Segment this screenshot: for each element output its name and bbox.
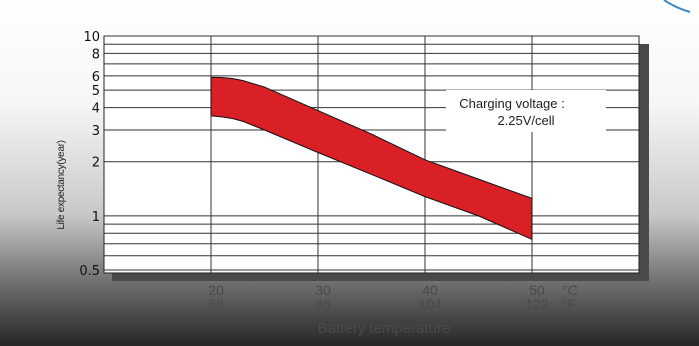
x-tick-label-f: 68 — [208, 296, 224, 312]
y-tick-label: 0.5 — [79, 264, 100, 279]
annotation: Charging voltage : 2.25V/cell — [446, 90, 606, 132]
x-tick-label-c: 40 — [422, 282, 438, 298]
x-tick-label-c: 30 — [315, 282, 331, 298]
y-tick-label: 6 — [92, 70, 100, 85]
y-tick-label: 10 — [83, 30, 100, 45]
y-tick-label: 8 — [92, 47, 100, 62]
x-unit-celsius: °C — [562, 282, 578, 298]
y-tick-label: 1 — [92, 210, 100, 225]
x-unit-fahrenheit: °F — [562, 296, 576, 312]
y-tick-label: 5 — [92, 84, 100, 99]
y-tick-label: 3 — [92, 124, 100, 139]
x-tick-label-f: 104 — [418, 296, 442, 312]
x-tick-label-f: 86 — [315, 296, 331, 312]
life-expectancy-band — [210, 76, 533, 241]
x-tick-label-c: 50 — [529, 282, 545, 298]
x-axis-label: Battery temperature — [318, 320, 451, 337]
corner-swoosh-decoration — [663, 0, 691, 13]
x-tick-label-c: 20 — [208, 282, 224, 298]
annotation-line-1: Charging voltage : — [459, 96, 565, 111]
y-tick-label: 4 — [92, 102, 100, 117]
annotation-box — [446, 90, 606, 132]
y-tick-labels: 0.5 1 2 3 4 56 8 10 — [79, 30, 100, 279]
x-tick-label-f: 122 — [525, 296, 549, 312]
band-layer — [210, 76, 533, 241]
y-tick-label: 2 — [92, 156, 100, 171]
annotation-line-2: 2.25V/cell — [497, 113, 554, 128]
y-axis-label: Life expectancy(year) — [56, 140, 67, 229]
